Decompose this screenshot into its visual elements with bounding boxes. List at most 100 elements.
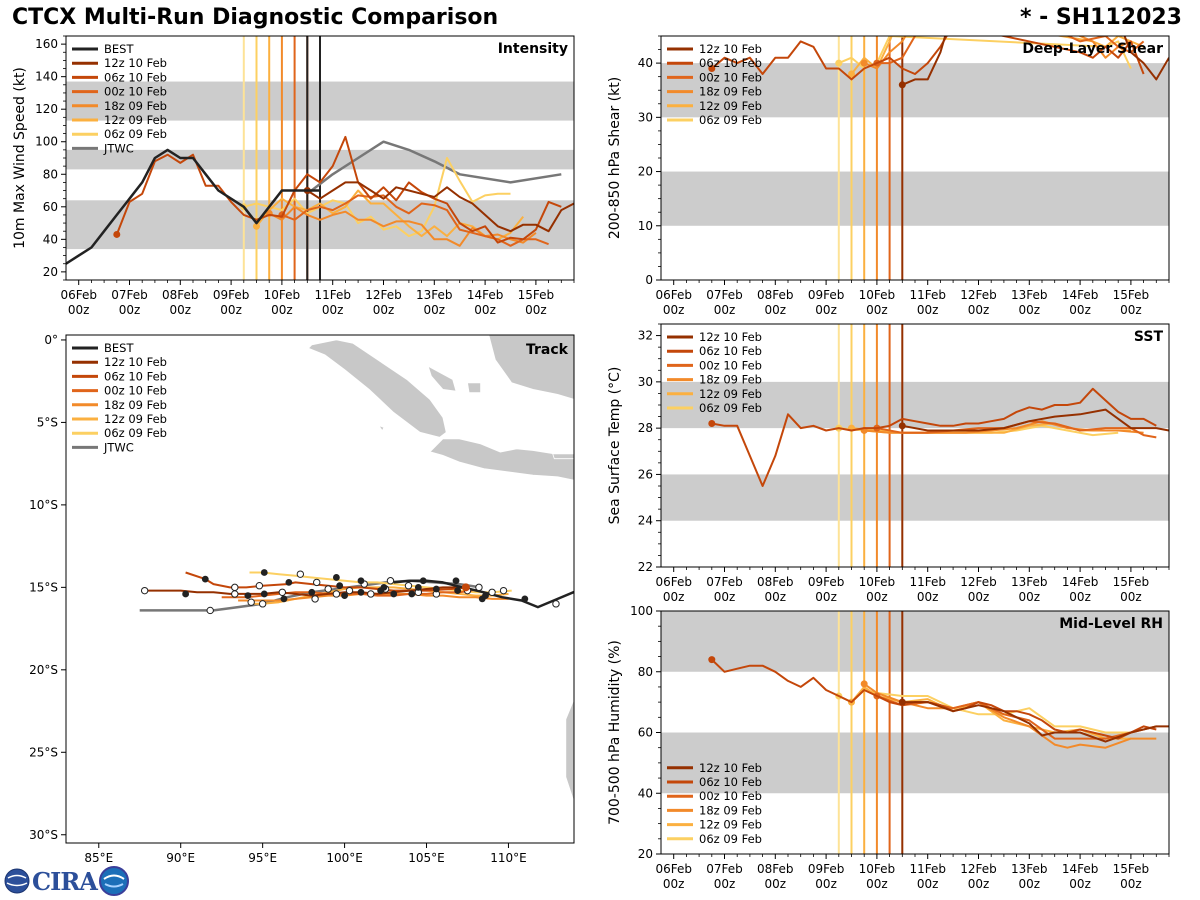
x-tick-label-date: 10Feb [859,575,896,589]
y-tick-label: 40 [638,786,653,800]
cira-logo: CIRA [4,866,129,896]
legend-label: BEST [104,42,134,56]
panel-rh: 2040608010006Feb00z07Feb00z08Feb00z09Feb… [607,604,1170,891]
series-line-06z-10-feb [115,135,562,244]
x-tick-label-date: 13Feb [416,288,453,302]
x-tick-label-hour: 00z [815,590,837,604]
track-point-open [278,588,287,596]
track-point-open [404,582,413,590]
legend-label: 06z 09 Feb [104,127,167,141]
x-tick-label-hour: 00z [1019,877,1041,891]
x-tick-label: 105°E [408,851,445,865]
x-tick-label-hour: 00z [1120,590,1142,604]
track-point-filled [260,569,268,576]
y-tick-label: 120 [35,102,58,116]
x-tick-label-date: 07Feb [706,575,743,589]
x-tick-label-date: 14Feb [1062,862,1099,876]
x-tick-label-date: 11Feb [909,862,946,876]
series-start-point [898,698,906,706]
legend-label: 06z 09 Feb [699,113,762,127]
x-tick-label-hour: 00z [68,303,90,317]
x-tick-label-date: 12Feb [960,288,997,302]
x-tick-label-date: 07Feb [706,288,743,302]
x-tick-label-date: 14Feb [1062,288,1099,302]
x-tick-label-hour: 00z [1019,303,1041,317]
legend-label: 12z 09 Feb [104,113,167,127]
legend-label: JTWC [103,440,134,454]
series-start-point [708,420,716,428]
series-line-00z-10-feb [281,194,549,247]
x-tick-label-hour: 00z [765,877,787,891]
track-point-filled [408,590,416,598]
x-tick-label-date: 12Feb [960,862,997,876]
x-tick-label-hour: 00z [765,303,787,317]
series-start-point [835,59,843,67]
storm-id: * - SH112023 [1019,5,1182,30]
x-tick-label-date: 15Feb [1113,862,1150,876]
y-tick-label: 20 [638,847,653,861]
y-tick-label: 80 [43,167,58,181]
track-point-filled [260,590,268,598]
track-point-filled [452,577,460,585]
legend-label: 06z 09 Feb [699,832,762,846]
legend-label: 12z 09 Feb [104,412,167,426]
x-tick-label-date: 11Feb [314,288,351,302]
track-point-filled [280,595,288,603]
series-line-jtwc [306,140,562,195]
satellite-badge-icon [98,866,129,896]
x-tick-label-hour: 00z [714,303,736,317]
y-tick-label: 25°S [29,745,58,759]
legend-label: 12z 10 Feb [104,56,167,70]
track-point-filled [336,582,344,590]
series-line-18z-09-feb [863,36,1132,70]
legend-label: 06z 10 Feb [699,56,762,70]
x-tick-label: 95°E [248,851,277,865]
y-tick-label: 60 [638,726,653,740]
track-point-open [332,590,341,598]
x-tick-label-date: 09Feb [808,862,845,876]
series-line-12z-10-feb [902,701,1169,743]
series-start-point [898,81,906,89]
x-tick-label-hour: 00z [866,877,888,891]
shaded-band [661,474,1169,521]
track-point-filled [244,592,252,599]
legend-label: 12z 10 Feb [699,761,762,775]
series-start-point [898,422,906,430]
legend-label: 12z 10 Feb [699,330,762,344]
legend-label: 00z 10 Feb [699,70,762,84]
x-tick-label: 85°E [84,851,113,865]
x-tick-label-hour: 00z [271,303,293,317]
track-point-open [499,586,508,595]
track-point-filled [482,592,489,599]
y-tick-label: 10 [638,219,653,233]
x-tick-label-hour: 00z [917,590,939,604]
figure-title: CTCX Multi-Run Diagnostic Comparison [12,5,499,30]
y-tick-label: 26 [638,467,653,481]
plot-area [661,611,1169,854]
track-point-open [313,578,321,587]
track-point-open [475,583,483,592]
track-point-run-end [461,583,470,592]
x-tick-label-hour: 00z [866,590,888,604]
track-point-open [311,595,319,603]
x-tick-label-hour: 00z [1069,590,1091,604]
track-point-open [255,582,264,590]
track-point-filled [414,583,422,591]
track-point-open [258,600,267,608]
series-start-point [113,230,121,238]
x-tick-label-hour: 00z [815,877,837,891]
y-tick-label: 30 [638,375,653,389]
series-line-12z-10-feb [902,408,1169,432]
legend-label: 00z 10 Feb [699,358,762,372]
x-tick-label-hour: 00z [119,303,141,317]
x-tick-label-hour: 00z [1069,303,1091,317]
plot-area [66,36,574,280]
legend-label: 18z 09 Feb [699,373,762,387]
series-start-point [860,680,868,688]
track-point-open [231,583,239,592]
y-tick-label: 24 [638,514,653,528]
x-tick-label-date: 10Feb [859,288,896,302]
